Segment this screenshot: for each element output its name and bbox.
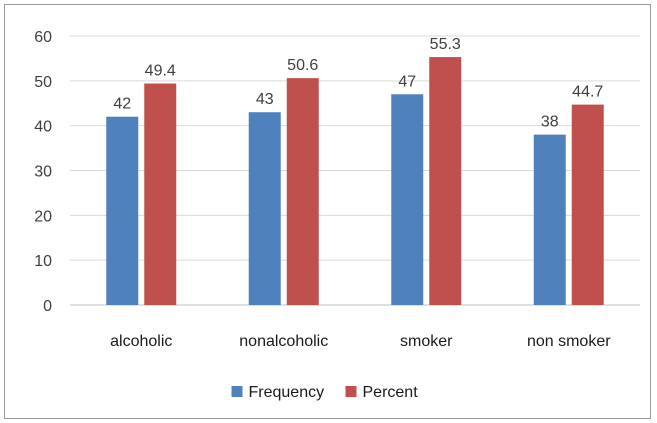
category-label: nonalcoholic <box>239 333 328 350</box>
y-tick-label: 10 <box>34 253 52 270</box>
bar-frequency-alcoholic <box>106 116 139 305</box>
data-labels: 42 49.4 43 50.6 47 55.3 38 44.7 <box>113 36 603 131</box>
data-label: 49.4 <box>145 63 176 80</box>
bar-percent-nonalcoholic <box>286 78 319 305</box>
y-tick-label: 60 <box>34 29 52 46</box>
data-label: 55.3 <box>430 36 461 53</box>
y-axis-tick-labels: 0 10 20 30 40 50 60 <box>34 29 52 315</box>
legend-swatch <box>345 386 357 397</box>
y-tick-label: 50 <box>34 74 52 91</box>
y-tick-label: 20 <box>34 208 52 225</box>
category-label: smoker <box>400 333 453 350</box>
data-label: 44.7 <box>572 84 603 101</box>
legend-label: Frequency <box>249 384 325 401</box>
data-label: 43 <box>256 91 274 108</box>
y-tick-label: 30 <box>34 164 52 181</box>
bar-percent-smoker <box>429 57 462 305</box>
data-label: 42 <box>113 96 131 113</box>
y-tick-label: 40 <box>34 119 52 136</box>
data-label: 38 <box>541 114 559 131</box>
x-axis-category-labels: alcoholic nonalcoholic smoker non smoker <box>110 333 611 350</box>
bar-frequency-non-smoker <box>533 134 566 305</box>
data-label: 47 <box>398 73 416 90</box>
category-label: alcoholic <box>110 333 172 350</box>
legend: Frequency Percent <box>231 384 419 401</box>
data-label: 50.6 <box>287 57 318 74</box>
legend-label: Percent <box>363 384 419 401</box>
bars <box>106 57 604 306</box>
bar-frequency-smoker <box>391 94 424 306</box>
bar-percent-non-smoker <box>571 104 604 305</box>
y-tick-label: 0 <box>43 298 52 315</box>
legend-swatch <box>231 386 243 397</box>
bar-percent-alcoholic <box>144 83 177 305</box>
bar-frequency-nonalcoholic <box>248 112 281 305</box>
category-label: non smoker <box>527 333 611 350</box>
